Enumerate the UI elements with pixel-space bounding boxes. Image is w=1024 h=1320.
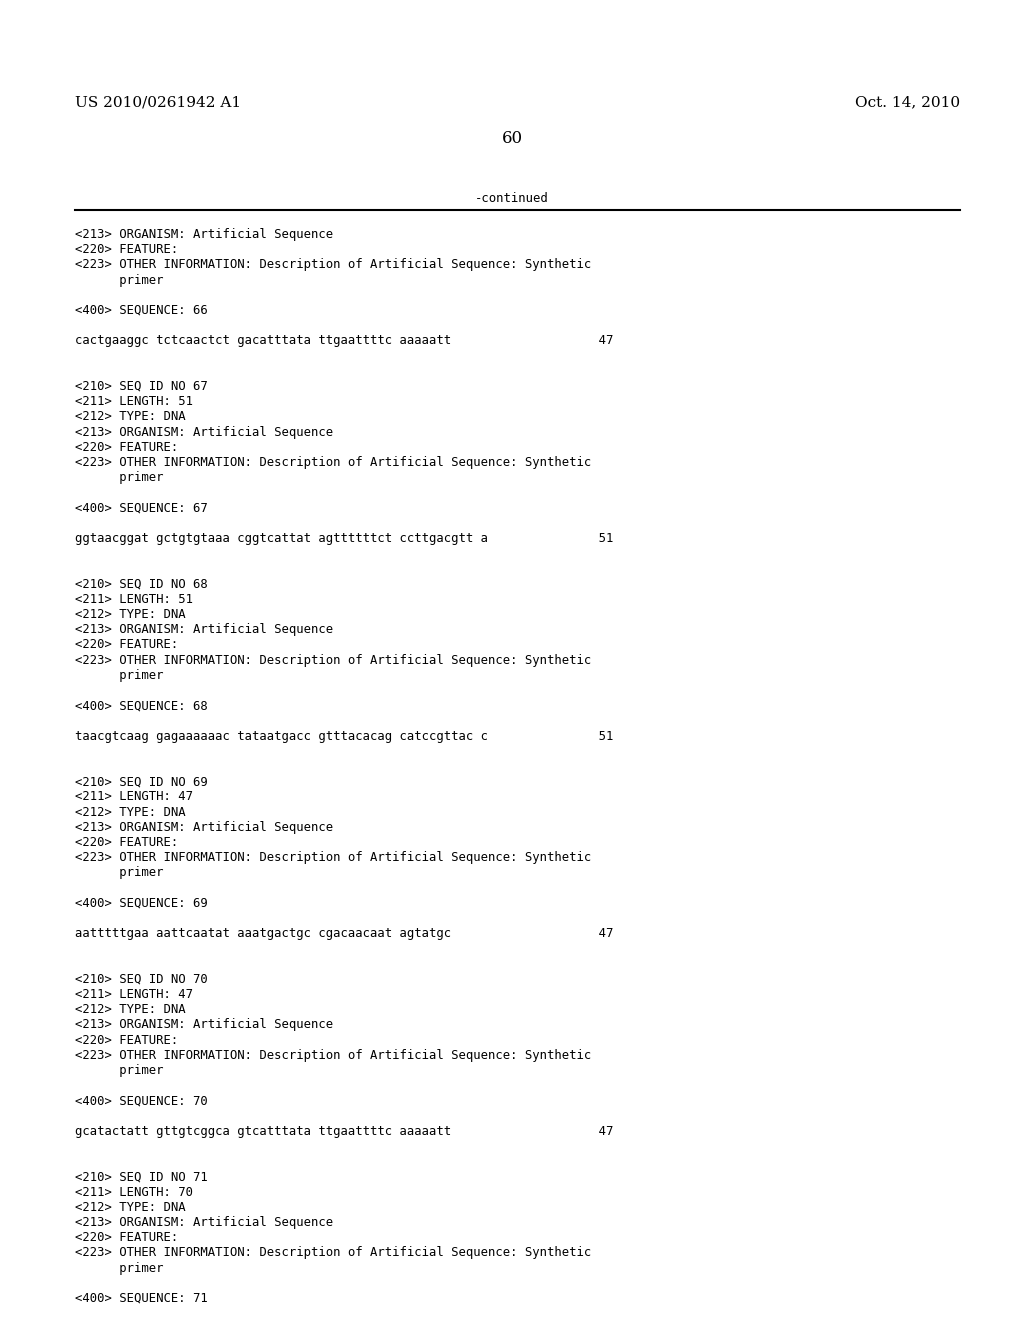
Text: <223> OTHER INFORMATION: Description of Artificial Sequence: Synthetic: <223> OTHER INFORMATION: Description of … (75, 259, 591, 272)
Text: <211> LENGTH: 47: <211> LENGTH: 47 (75, 791, 193, 804)
Text: taacgtcaag gagaaaaaac tataatgacc gtttacacag catccgttac c               51: taacgtcaag gagaaaaaac tataatgacc gtttaca… (75, 730, 613, 743)
Text: Oct. 14, 2010: Oct. 14, 2010 (855, 95, 961, 110)
Text: <220> FEATURE:: <220> FEATURE: (75, 639, 178, 651)
Text: <210> SEQ ID NO 70: <210> SEQ ID NO 70 (75, 973, 208, 986)
Text: primer: primer (75, 273, 164, 286)
Text: <400> SEQUENCE: 69: <400> SEQUENCE: 69 (75, 896, 208, 909)
Text: <213> ORGANISM: Artificial Sequence: <213> ORGANISM: Artificial Sequence (75, 425, 333, 438)
Text: <213> ORGANISM: Artificial Sequence: <213> ORGANISM: Artificial Sequence (75, 821, 333, 834)
Text: <213> ORGANISM: Artificial Sequence: <213> ORGANISM: Artificial Sequence (75, 623, 333, 636)
Text: aatttttgaa aattcaatat aaatgactgc cgacaacaat agtatgc                    47: aatttttgaa aattcaatat aaatgactgc cgacaac… (75, 927, 613, 940)
Text: primer: primer (75, 471, 164, 484)
Text: primer: primer (75, 669, 164, 682)
Text: <212> TYPE: DNA: <212> TYPE: DNA (75, 805, 185, 818)
Text: <213> ORGANISM: Artificial Sequence: <213> ORGANISM: Artificial Sequence (75, 228, 333, 242)
Text: primer: primer (75, 1064, 164, 1077)
Text: <210> SEQ ID NO 67: <210> SEQ ID NO 67 (75, 380, 208, 393)
Text: gcatactatt gttgtcggca gtcatttata ttgaattttc aaaaatt                    47: gcatactatt gttgtcggca gtcatttata ttgaatt… (75, 1125, 613, 1138)
Text: <220> FEATURE:: <220> FEATURE: (75, 1232, 178, 1245)
Text: <211> LENGTH: 47: <211> LENGTH: 47 (75, 987, 193, 1001)
Text: <223> OTHER INFORMATION: Description of Artificial Sequence: Synthetic: <223> OTHER INFORMATION: Description of … (75, 455, 591, 469)
Text: <211> LENGTH: 51: <211> LENGTH: 51 (75, 395, 193, 408)
Text: -continued: -continued (475, 191, 549, 205)
Text: <400> SEQUENCE: 70: <400> SEQUENCE: 70 (75, 1094, 208, 1107)
Text: cactgaaggc tctcaactct gacatttata ttgaattttc aaaaatt                    47: cactgaaggc tctcaactct gacatttata ttgaatt… (75, 334, 613, 347)
Text: <220> FEATURE:: <220> FEATURE: (75, 1034, 178, 1047)
Text: primer: primer (75, 866, 164, 879)
Text: <211> LENGTH: 51: <211> LENGTH: 51 (75, 593, 193, 606)
Text: <220> FEATURE:: <220> FEATURE: (75, 243, 178, 256)
Text: <210> SEQ ID NO 68: <210> SEQ ID NO 68 (75, 578, 208, 590)
Text: <223> OTHER INFORMATION: Description of Artificial Sequence: Synthetic: <223> OTHER INFORMATION: Description of … (75, 1246, 591, 1259)
Text: <400> SEQUENCE: 67: <400> SEQUENCE: 67 (75, 502, 208, 515)
Text: ggtaacggat gctgtgtaaa cggtcattat agttttttct ccttgacgtt a               51: ggtaacggat gctgtgtaaa cggtcattat agttttt… (75, 532, 613, 545)
Text: <210> SEQ ID NO 71: <210> SEQ ID NO 71 (75, 1171, 208, 1184)
Text: 60: 60 (502, 129, 522, 147)
Text: <223> OTHER INFORMATION: Description of Artificial Sequence: Synthetic: <223> OTHER INFORMATION: Description of … (75, 1049, 591, 1061)
Text: <212> TYPE: DNA: <212> TYPE: DNA (75, 1003, 185, 1016)
Text: <210> SEQ ID NO 69: <210> SEQ ID NO 69 (75, 775, 208, 788)
Text: primer: primer (75, 1262, 164, 1275)
Text: <212> TYPE: DNA: <212> TYPE: DNA (75, 1201, 185, 1214)
Text: <220> FEATURE:: <220> FEATURE: (75, 441, 178, 454)
Text: <400> SEQUENCE: 68: <400> SEQUENCE: 68 (75, 700, 208, 713)
Text: <223> OTHER INFORMATION: Description of Artificial Sequence: Synthetic: <223> OTHER INFORMATION: Description of … (75, 851, 591, 865)
Text: US 2010/0261942 A1: US 2010/0261942 A1 (75, 95, 241, 110)
Text: <400> SEQUENCE: 71: <400> SEQUENCE: 71 (75, 1292, 208, 1305)
Text: <211> LENGTH: 70: <211> LENGTH: 70 (75, 1185, 193, 1199)
Text: <213> ORGANISM: Artificial Sequence: <213> ORGANISM: Artificial Sequence (75, 1019, 333, 1031)
Text: <400> SEQUENCE: 66: <400> SEQUENCE: 66 (75, 304, 208, 317)
Text: <220> FEATURE:: <220> FEATURE: (75, 836, 178, 849)
Text: <223> OTHER INFORMATION: Description of Artificial Sequence: Synthetic: <223> OTHER INFORMATION: Description of … (75, 653, 591, 667)
Text: <213> ORGANISM: Artificial Sequence: <213> ORGANISM: Artificial Sequence (75, 1216, 333, 1229)
Text: <212> TYPE: DNA: <212> TYPE: DNA (75, 411, 185, 424)
Text: <212> TYPE: DNA: <212> TYPE: DNA (75, 609, 185, 620)
